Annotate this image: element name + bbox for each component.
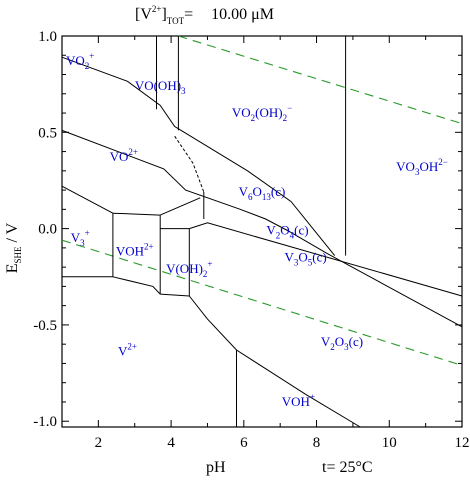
species-label: VO(OH)3 (135, 78, 186, 96)
species-label: V3+ (71, 228, 90, 248)
species-label: V2+ (118, 342, 137, 359)
water-line-upper (178, 35, 463, 125)
species-label: VO2(OH)2− (232, 103, 292, 123)
species-label: V3O5(c) (284, 249, 326, 267)
x-axis-ticks: 2 4 6 8 10 12 (61, 36, 470, 451)
boundary-line (112, 212, 161, 216)
boundary-line (61, 56, 336, 256)
x-tick-label: 10 (382, 435, 397, 451)
boundary-line (160, 197, 201, 216)
species-label: VO2+ (110, 147, 138, 164)
y-axis-ticks: 1.0 0.5 0.0 -0.5 -1.0 (33, 29, 462, 430)
water-stability-lines (61, 35, 463, 366)
species-label: V2O4(c) (266, 222, 308, 240)
y-tick-label: 1.0 (38, 29, 57, 45)
temperature-label: t= 25°C (322, 459, 373, 476)
y-axis-label: ESHE / V (4, 222, 23, 273)
title-eq: = (184, 6, 193, 23)
species-label: VO3OH2− (396, 157, 448, 177)
x-tick-label: 12 (455, 435, 470, 451)
y-axis-label-unit: / V (4, 222, 21, 246)
y-tick-label: 0.0 (38, 222, 57, 238)
x-tick-label: 4 (167, 435, 175, 451)
species-label: VO2+ (66, 51, 94, 71)
title-close: ] (161, 6, 166, 23)
boundary-line (189, 222, 463, 297)
chart-title: [V2+]TOT= 10.00 μM (135, 4, 274, 26)
boundary-lines (61, 36, 463, 428)
species-label: V6O13(c) (239, 184, 286, 202)
x-tick-label: 6 (240, 435, 248, 451)
title-sub: TOT (167, 16, 185, 26)
species-label: V2O3(c) (321, 334, 363, 352)
species-label: V(OH)2+ (166, 259, 212, 279)
water-line-lower (61, 239, 463, 366)
y-tick-label: -1.0 (33, 414, 57, 430)
title-sup: 2+ (152, 4, 162, 14)
y-axis-label-sub: SHE (13, 246, 23, 264)
x-tick-label: 2 (95, 435, 103, 451)
plot-frame (61, 35, 463, 428)
species-label: VOH2+ (116, 242, 154, 259)
boundary-line (174, 135, 205, 193)
y-tick-label: 0.5 (38, 125, 57, 141)
boundary-line (160, 293, 190, 297)
x-axis-label: pH (206, 459, 226, 476)
boundary-line (61, 185, 114, 214)
x-tick-label: 8 (313, 435, 321, 451)
title-main: [V (135, 6, 152, 23)
boundary-line (61, 129, 463, 328)
plot-area (61, 35, 463, 428)
y-tick-label: -0.5 (33, 318, 57, 334)
boundary-line (112, 276, 161, 295)
species-label: VOH+ (282, 392, 315, 409)
y-axis-label-main: E (4, 263, 21, 273)
title-value: 10.00 μM (211, 6, 274, 23)
species-labels: VO2+ VO(OH)3 VO2(OH)2− VO2+ VO3OH2− V6O13(c) V… (66, 51, 448, 409)
boundary-line (188, 295, 361, 428)
